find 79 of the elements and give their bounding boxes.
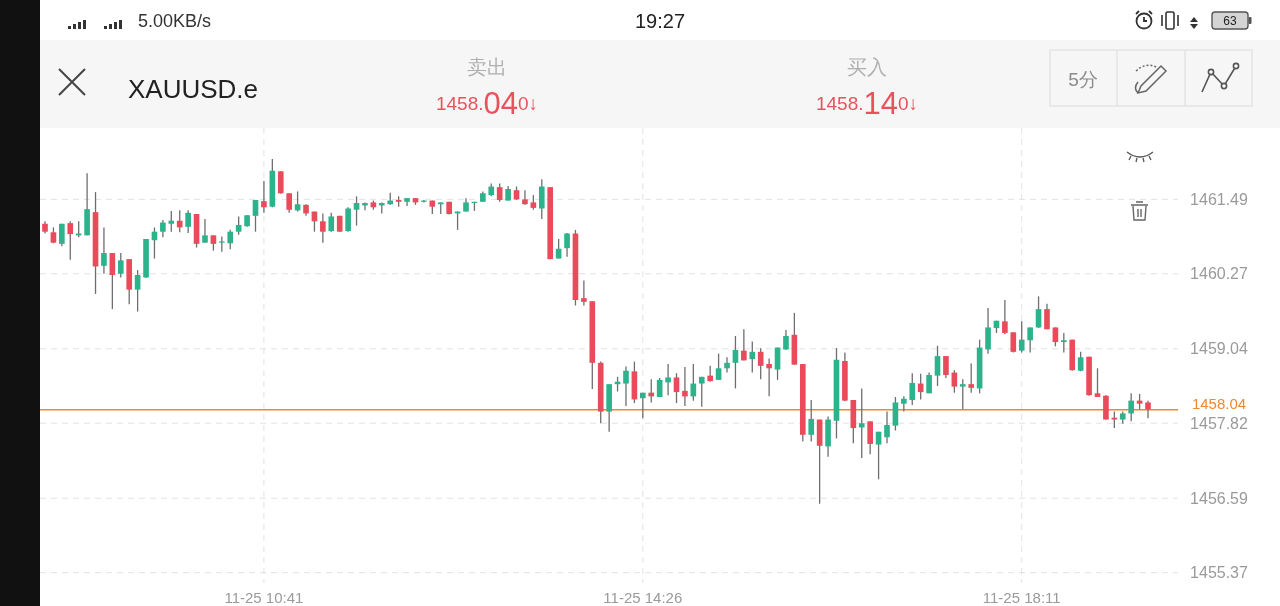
candlestick — [252, 199, 259, 233]
candlestick — [985, 307, 991, 355]
candlestick — [345, 206, 351, 233]
candlestick — [766, 357, 772, 398]
candlestick — [496, 182, 503, 203]
candlestick — [1027, 326, 1033, 354]
y-tick-label: 1455.37 — [1190, 564, 1249, 582]
candlestick — [640, 392, 646, 419]
candlestick — [1103, 394, 1109, 421]
candlestick — [858, 387, 865, 459]
candlestick — [1094, 367, 1101, 398]
candlestick — [783, 329, 789, 351]
candlestick — [732, 335, 739, 390]
candlestick — [892, 396, 899, 432]
text: 19:27 — [634, 10, 686, 32]
candlestick — [522, 189, 528, 206]
candlestick — [623, 365, 629, 407]
candlestick — [555, 238, 562, 260]
candlestick — [749, 340, 756, 374]
text: 1458.040↓ — [435, 85, 539, 121]
candlestick — [934, 345, 941, 387]
text: 1458.140↓ — [815, 85, 919, 121]
candlestick — [741, 328, 747, 362]
candlestick — [715, 353, 722, 381]
chart-title: XAUUSD.e — [128, 74, 259, 104]
text: 买入 — [847, 56, 887, 78]
candlestick — [665, 363, 671, 396]
candlestick — [328, 212, 335, 233]
candlestick — [884, 410, 890, 444]
candlestick — [867, 420, 873, 455]
candlestick — [538, 178, 545, 220]
candlestick — [134, 269, 141, 313]
x-tick-label: 11-25 18:11 — [982, 588, 1061, 606]
candlestick — [1128, 392, 1134, 423]
candlestick — [1002, 299, 1008, 335]
candlestick — [101, 226, 107, 275]
candlestick — [564, 232, 570, 258]
candlestick — [581, 279, 587, 307]
text: 63 — [1223, 14, 1237, 28]
candlestick — [959, 378, 966, 410]
candlestick — [67, 220, 74, 261]
candlestick — [1018, 320, 1025, 354]
candlestick — [1052, 326, 1059, 347]
candlestick — [875, 431, 882, 480]
y-tick-label: 1459.04 — [1190, 340, 1249, 358]
candlestick — [724, 356, 730, 374]
x-tick-label: 11-25 14:26 — [603, 588, 683, 606]
candlestick — [176, 209, 183, 233]
candlestick — [286, 192, 292, 214]
candlestick — [673, 372, 680, 404]
candlestick — [682, 366, 688, 407]
candlestick — [261, 180, 267, 214]
ref-line-label: 1458.04 — [1191, 395, 1247, 413]
candlestick — [808, 399, 815, 443]
candlestick — [757, 347, 764, 380]
candlestick — [353, 195, 360, 227]
candlestick — [1061, 332, 1067, 354]
candlestick — [909, 372, 916, 406]
text: 卖出 — [467, 56, 507, 78]
text: 5.00KB/s — [138, 11, 212, 31]
y-tick-label: 1456.59 — [1190, 489, 1249, 507]
candlestick — [917, 373, 924, 401]
text: 5分 — [1068, 68, 1098, 90]
candlestick — [227, 229, 234, 251]
candlestick — [943, 355, 949, 379]
candlestick — [202, 218, 208, 244]
y-tick-label: 1460.27 — [1190, 265, 1249, 283]
candlestick — [320, 212, 326, 244]
candlestick — [168, 210, 175, 233]
candlestick — [117, 252, 124, 279]
x-tick-label: 11-25 10:41 — [224, 588, 304, 606]
candlestick — [968, 362, 975, 394]
candlestick — [1044, 303, 1050, 330]
candlestick — [185, 209, 191, 234]
candlestick — [698, 376, 705, 408]
candlestick — [235, 215, 242, 236]
y-tick-label: 1457.82 — [1190, 414, 1249, 432]
y-tick-label: 1461.49 — [1190, 190, 1249, 208]
candlestick — [277, 170, 284, 195]
